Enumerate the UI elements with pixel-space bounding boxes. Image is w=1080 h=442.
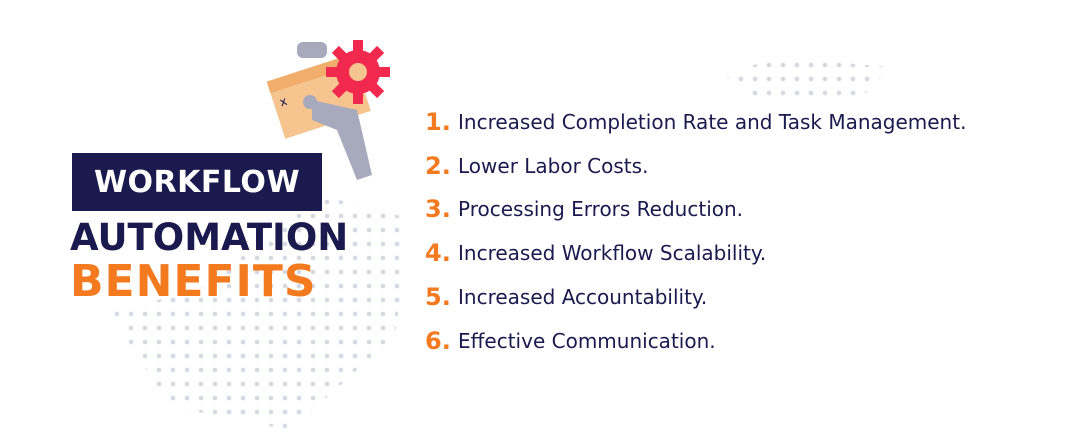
item-number: 5. bbox=[425, 283, 451, 312]
list-item: 4. Increased Workflow Scalability. bbox=[425, 231, 966, 275]
title-line-3: BENEFITS bbox=[70, 256, 317, 307]
list-item: 3. Processing Errors Reduction. bbox=[425, 188, 966, 232]
item-number: 1. bbox=[425, 107, 451, 136]
item-number: 4. bbox=[425, 239, 451, 268]
title-line-2: AUTOMATION bbox=[70, 216, 349, 259]
title-workflow-banner: WORKFLOW bbox=[72, 153, 322, 211]
list-item: 2. Lower Labor Costs. bbox=[425, 144, 966, 188]
item-text: Increased Accountability. bbox=[458, 285, 708, 310]
item-text: Increased Completion Rate and Task Manag… bbox=[458, 109, 967, 134]
item-text: Increased Workflow Scalability. bbox=[458, 241, 767, 266]
list-item: 5. Increased Accountability. bbox=[425, 275, 966, 319]
item-text: Effective Communication. bbox=[458, 328, 716, 353]
item-number: 6. bbox=[425, 326, 451, 355]
item-number: 3. bbox=[425, 195, 451, 224]
list-item: 1. Increased Completion Rate and Task Man… bbox=[425, 100, 966, 144]
title-line-1: WORKFLOW bbox=[93, 164, 301, 200]
dot-pattern-top-right bbox=[720, 58, 890, 103]
item-text: Processing Errors Reduction. bbox=[458, 197, 744, 222]
svg-text:x: x bbox=[278, 94, 289, 110]
hand-holding-gear-window-icon: x bbox=[266, 40, 390, 180]
item-number: 2. bbox=[425, 151, 451, 180]
item-text: Lower Labor Costs. bbox=[458, 153, 649, 178]
benefits-list: 1. Increased Completion Rate and Task Man… bbox=[425, 100, 966, 363]
list-item: 6. Effective Communication. bbox=[425, 319, 966, 363]
